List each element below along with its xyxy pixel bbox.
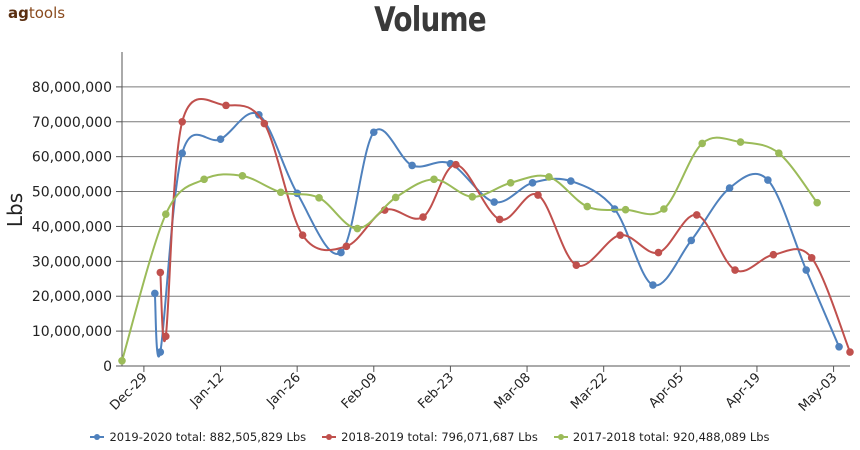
data-point[interactable] [151, 289, 159, 298]
data-point[interactable] [698, 139, 707, 148]
data-point[interactable] [736, 138, 745, 146]
series-3 [118, 136, 821, 365]
data-point[interactable] [731, 266, 739, 274]
series-line [121, 136, 818, 362]
data-point[interactable] [200, 175, 208, 184]
data-point[interactable] [298, 231, 307, 239]
series-2 [156, 98, 854, 356]
data-point[interactable] [490, 198, 499, 206]
legend-swatch [553, 434, 568, 440]
agtools-logo[interactable]: agtools [8, 4, 66, 22]
y-tick-label: 30,000,000 [32, 254, 112, 270]
data-point[interactable] [369, 128, 378, 137]
x-tick-label: Apr-05 [646, 370, 687, 411]
chart-legend: 2019-2020 total: 882,505,829 Lbs 2018-201… [0, 430, 860, 444]
data-point[interactable] [692, 211, 701, 219]
series-line [153, 112, 840, 358]
data-point[interactable] [337, 248, 345, 257]
data-point[interactable] [835, 343, 843, 351]
legend-swatch [322, 434, 337, 440]
data-point[interactable] [846, 348, 854, 356]
y-axis-label: Lbs [3, 193, 27, 227]
data-point[interactable] [408, 161, 416, 170]
data-point[interactable] [342, 242, 351, 251]
data-point[interactable] [468, 192, 477, 201]
data-point[interactable] [315, 194, 323, 202]
data-point[interactable] [534, 191, 542, 199]
chart-title: Volume [374, 0, 486, 40]
data-point[interactable] [118, 356, 126, 365]
data-point[interactable] [528, 179, 537, 187]
y-tick-label: 50,000,000 [32, 185, 112, 201]
legend-label: 2017-2018 total: 920,488,089 Lbs [572, 430, 770, 444]
data-point[interactable] [649, 281, 657, 289]
legend-item-1[interactable]: 2019-2020 total: 882,505,829 Lbs [90, 430, 306, 444]
data-point[interactable] [567, 177, 575, 185]
data-point[interactable] [419, 213, 427, 221]
data-point[interactable] [802, 266, 811, 274]
data-point[interactable] [621, 205, 630, 214]
data-point[interactable] [391, 193, 400, 202]
data-point[interactable] [452, 160, 460, 169]
x-tick-label: Jan-26 [263, 370, 304, 411]
y-tick-label: 20,000,000 [32, 289, 112, 305]
data-point[interactable] [725, 184, 734, 192]
y-tick-label: 60,000,000 [32, 150, 112, 166]
data-point[interactable] [654, 248, 663, 257]
legend-label: 2019-2020 total: 882,505,829 Lbs [109, 430, 307, 444]
x-tick-label: Apr-19 [723, 370, 764, 411]
series-1 [151, 111, 843, 358]
y-tick-label: 0 [103, 359, 112, 375]
x-tick-label: Mar-08 [491, 370, 533, 412]
data-point[interactable] [353, 224, 362, 233]
y-tick-label: 40,000,000 [32, 219, 112, 235]
data-point[interactable] [276, 188, 285, 197]
legend-swatch [90, 434, 105, 440]
data-point[interactable] [161, 210, 170, 219]
data-point[interactable] [813, 198, 821, 207]
data-point[interactable] [156, 348, 165, 356]
x-tick-label: Feb-23 [415, 370, 457, 412]
data-point[interactable] [156, 268, 165, 277]
data-point[interactable] [807, 254, 816, 262]
data-point[interactable] [178, 117, 187, 126]
x-tick-label: Feb-09 [339, 370, 381, 412]
legend-item-3[interactable]: 2017-2018 total: 920,488,089 Lbs [553, 430, 770, 444]
data-point[interactable] [260, 119, 269, 128]
data-point[interactable] [545, 173, 553, 181]
legend-item-2[interactable]: 2018-2019 total: 796,071,687 Lbs [322, 430, 538, 444]
x-tick-label: Mar-22 [568, 370, 610, 412]
x-tick-label: Dec-29 [107, 370, 150, 413]
data-point[interactable] [616, 231, 624, 239]
data-point[interactable] [178, 149, 187, 157]
volume-line-chart: 0 10,000,000 20,000,000 30,000,000 40,000,00… [3, 52, 854, 415]
data-point[interactable] [238, 172, 247, 180]
x-tick-label: Jan-12 [187, 370, 228, 411]
series-line [159, 98, 851, 353]
data-point[interactable] [161, 332, 170, 341]
y-tick-label: 70,000,000 [32, 115, 112, 131]
data-point[interactable] [764, 176, 772, 184]
data-point[interactable] [775, 149, 783, 157]
data-point[interactable] [495, 215, 504, 224]
legend-label: 2018-2019 total: 796,071,687 Lbs [341, 430, 538, 444]
y-tick-label: 80,000,000 [32, 80, 112, 96]
data-point[interactable] [660, 205, 668, 213]
data-point[interactable] [430, 175, 438, 184]
data-point[interactable] [572, 261, 581, 269]
y-tick-label: 10,000,000 [32, 324, 112, 340]
x-tick-label: May-03 [796, 370, 840, 414]
data-point[interactable] [583, 202, 592, 211]
data-point[interactable] [506, 179, 515, 187]
data-point[interactable] [222, 101, 230, 110]
data-point[interactable] [216, 135, 225, 144]
data-point[interactable] [769, 250, 778, 259]
data-point[interactable] [687, 236, 696, 245]
